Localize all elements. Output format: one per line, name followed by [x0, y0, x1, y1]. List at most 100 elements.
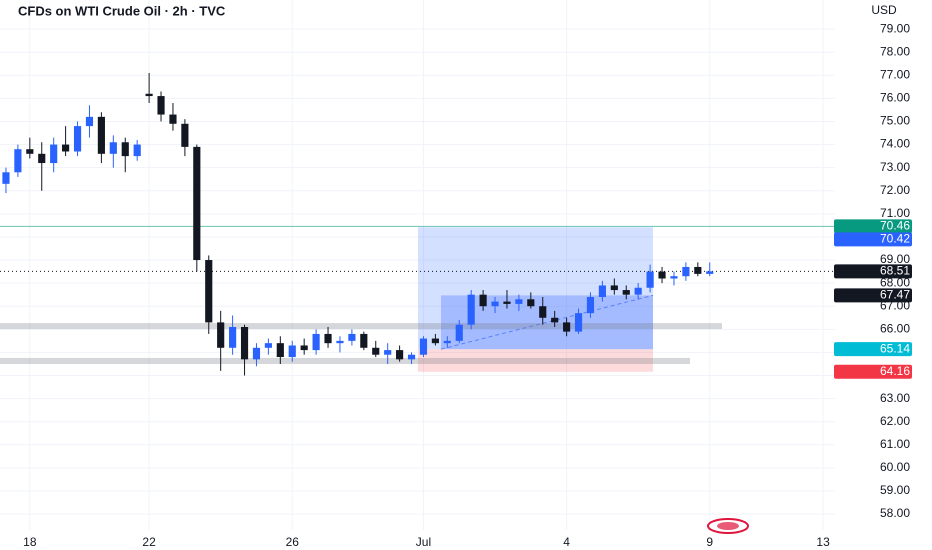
y-tick-label: 61.00	[880, 437, 910, 451]
candle-body	[193, 146, 201, 261]
logo-core	[717, 522, 739, 530]
chart-title: CFDs on WTI Crude Oil · 2h · TVC	[18, 3, 226, 18]
y-tick-label: 59.00	[880, 483, 910, 497]
y-tick-label: 76.00	[880, 91, 910, 105]
price-label-box	[834, 342, 912, 357]
price-label: 67.47	[880, 288, 910, 302]
y-tick-label: 71.00	[880, 206, 910, 220]
y-tick-label: 74.00	[880, 137, 910, 151]
candle-body	[694, 266, 702, 274]
candle-body	[586, 296, 595, 314]
x-tick-label: 18	[23, 535, 37, 549]
candle-body	[109, 142, 117, 154]
candle-body	[467, 294, 475, 325]
candle-body	[205, 260, 213, 323]
candle-body	[97, 116, 105, 154]
y-tick-label: 79.00	[880, 21, 910, 35]
x-tick-label: 4	[563, 535, 570, 549]
candle-body	[85, 116, 94, 127]
x-tick-label: 22	[142, 535, 156, 549]
price-label-box	[834, 264, 912, 279]
candle-body	[312, 333, 320, 351]
candle-body	[324, 333, 332, 344]
candle-body	[348, 333, 356, 341]
candle-body	[610, 285, 618, 291]
candle-body	[121, 142, 129, 157]
y-tick-label: 69.00	[880, 252, 910, 266]
price-label: 70.46	[880, 218, 910, 232]
candle-body	[407, 354, 416, 360]
candle-body	[670, 276, 678, 279]
x-tick-label: 9	[706, 535, 713, 549]
candle-body	[503, 301, 511, 304]
candle-body	[276, 343, 284, 358]
y-tick-label: 73.00	[880, 160, 910, 174]
candle-body	[2, 172, 10, 184]
candle-body	[145, 93, 153, 97]
candle-body	[658, 271, 666, 279]
candle-body	[431, 338, 439, 344]
candle-body	[598, 285, 606, 297]
candle-body	[574, 313, 583, 332]
price-label: 65.14	[880, 341, 910, 355]
candle-body	[527, 299, 535, 307]
y-tick-label: 60.00	[880, 460, 910, 474]
candle-body	[551, 317, 559, 323]
candle-body	[515, 299, 523, 304]
candle-body	[336, 340, 344, 344]
support-zone	[0, 357, 690, 364]
y-tick-label: 58.00	[880, 506, 910, 520]
y-tick-label: 78.00	[880, 44, 910, 58]
candle-body	[300, 345, 308, 351]
logo-ring	[707, 518, 749, 534]
candle-body	[396, 350, 404, 360]
stop-zone	[418, 349, 653, 372]
candle-body	[62, 144, 70, 152]
candle-body	[252, 347, 261, 360]
price-label: 64.16	[880, 364, 910, 378]
price-label-box	[834, 232, 912, 247]
y-tick-label: 66.00	[880, 321, 910, 335]
candle-body	[622, 290, 630, 295]
candle-body	[50, 144, 58, 164]
candle-body	[491, 301, 499, 307]
currency-label: USD	[871, 3, 897, 17]
price-label-box	[834, 364, 912, 379]
price-label-box	[834, 219, 912, 234]
y-tick-label: 63.00	[880, 391, 910, 405]
price-label: 70.42	[880, 231, 910, 245]
candle-body	[73, 126, 82, 152]
candle-body	[706, 271, 714, 274]
candle-body	[443, 340, 451, 344]
candle-body	[563, 322, 571, 332]
candle-body	[14, 149, 22, 173]
candle-body	[157, 96, 165, 115]
candle-body	[240, 327, 249, 360]
logo	[707, 518, 749, 534]
candle-body	[419, 338, 428, 355]
candle-body	[38, 153, 46, 164]
y-tick-label: 72.00	[880, 183, 910, 197]
y-tick-label: 68.00	[880, 275, 910, 289]
support-zone	[0, 323, 722, 330]
candle-body	[455, 324, 463, 341]
candle-body	[479, 294, 487, 307]
candle-body	[646, 271, 654, 288]
candle-body	[372, 347, 380, 355]
candle-body	[169, 114, 177, 124]
candle-body	[634, 287, 642, 295]
candle-body	[26, 149, 34, 154]
y-tick-label: 77.00	[880, 67, 910, 81]
plot-area	[0, 72, 835, 376]
candle-body	[539, 306, 547, 318]
price-label-box	[834, 288, 912, 303]
candle-body	[217, 322, 225, 348]
y-tick-label: 75.00	[880, 114, 910, 128]
candle-body	[288, 345, 296, 358]
candle-body	[229, 327, 237, 348]
candle-body	[264, 343, 272, 348]
price-label: 68.51	[880, 264, 910, 278]
y-tick-label: 62.00	[880, 414, 910, 428]
grid	[0, 0, 835, 530]
